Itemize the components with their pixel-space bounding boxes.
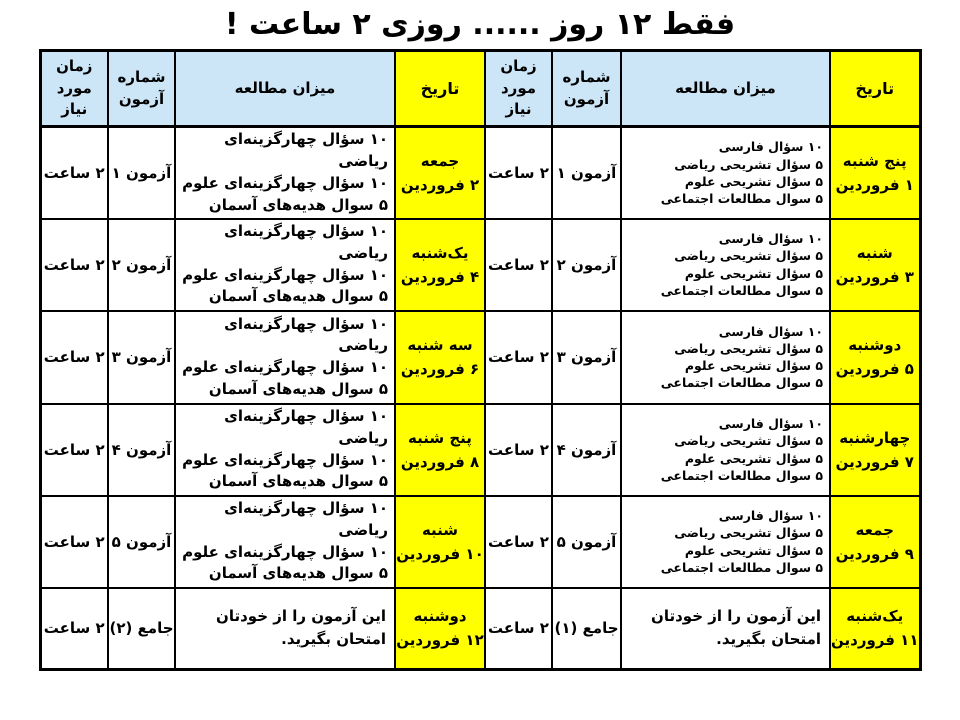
left-time-cell: ۲ ساعت (39, 494, 109, 589)
left-time-cell: ۲ ساعت (39, 125, 109, 220)
day-label: چهارشنبه (839, 428, 911, 447)
left-study-cell: این آزمون را از خودتان امتحان بگیرید. (174, 586, 396, 671)
right-exam-header: شماره آزمون (551, 49, 622, 128)
right-time-cell: ۲ ساعت (484, 217, 553, 312)
right-exam-cell: جامع (۱) (551, 586, 622, 671)
table-row: شنبه ۳ فروردین ۱۰ سؤال فارسی ۵ سؤال تشریح… (39, 217, 921, 312)
right-exam-cell: آزمون ۲ (551, 217, 622, 312)
left-time-header: زمان مورد نیاز (39, 49, 109, 128)
right-time-cell: ۲ ساعت (484, 309, 553, 405)
table-row: دوشنبه ۵ فروردین ۱۰ سؤال فارسی ۵ سؤال تشر… (39, 309, 921, 405)
right-study-header: میزان مطالعه (620, 49, 831, 128)
left-date-cell: یک‌شنبه ۴ فروردین (394, 217, 486, 312)
right-time-cell: ۲ ساعت (484, 125, 553, 220)
left-exam-cell: آزمون ۳ (107, 309, 176, 405)
right-date-cell: یک‌شنبه ۱۱ فروردین (829, 586, 921, 671)
left-study-header: میزان مطالعه (174, 49, 396, 128)
day-label: پنج شنبه (842, 151, 907, 170)
date-label: ۱۲ فروردین (396, 631, 484, 650)
right-date-cell: دوشنبه ۵ فروردین (829, 309, 921, 405)
left-exam-header: شماره آزمون (107, 49, 176, 128)
left-study-cell: ۱۰ سؤال چهارگزینه‌ای ریاضی ۱۰ سؤال چهارگز… (174, 494, 396, 589)
left-exam-cell: آزمون ۵ (107, 494, 176, 589)
table-row: چهارشنبه ۷ فروردین ۱۰ سؤال فارسی ۵ سؤال ت… (39, 402, 921, 497)
date-label: ۱ فروردین (835, 175, 914, 194)
right-time-header: زمان مورد نیاز (484, 49, 553, 128)
date-label: ۳ فروردین (835, 267, 914, 286)
day-label: دوشنبه (413, 607, 467, 626)
table-row: پنج شنبه ۱ فروردین ۱۰ سؤال فارسی ۵ سؤال ت… (39, 125, 921, 220)
date-label: ۸ فروردین (400, 452, 480, 471)
right-time-cell: ۲ ساعت (484, 402, 553, 497)
left-study-cell: ۱۰ سؤال چهارگزینه‌ای ریاضی ۱۰ سؤال چهارگز… (174, 402, 396, 497)
page-title: فقط ۱۲ روز ...... روزی ۲ ساعت ! (224, 7, 736, 42)
right-exam-cell: آزمون ۵ (551, 494, 622, 589)
right-date-cell: چهارشنبه ۷ فروردین (829, 402, 921, 497)
left-time-cell: ۲ ساعت (39, 402, 109, 497)
day-label: پنج شنبه (408, 428, 472, 447)
right-exam-cell: آزمون ۴ (551, 402, 622, 497)
right-date-header: تاریخ (829, 49, 921, 128)
left-exam-cell: آزمون ۴ (107, 402, 176, 497)
left-date-cell: دوشنبه ۱۲ فروردین (394, 586, 486, 671)
date-label: ۲ فروردین (400, 175, 480, 194)
date-label: ۱۱ فروردین (831, 631, 919, 650)
date-label: ۹ فروردین (835, 544, 914, 563)
date-label: ۶ فروردین (400, 360, 480, 378)
date-label: ۱۰ فروردین (396, 544, 484, 563)
right-time-cell: ۲ ساعت (484, 586, 553, 671)
header-row: تاریخ میزان مطالعه شماره آزمون زمان مورد ن… (39, 49, 921, 128)
right-exam-cell: آزمون ۱ (551, 125, 622, 220)
study-schedule-table: تاریخ میزان مطالعه شماره آزمون زمان مورد ن… (38, 49, 922, 671)
left-study-cell: ۱۰ سؤال چهارگزینه‌ای ریاضی ۱۰ سؤال چهارگز… (174, 125, 396, 220)
left-study-cell: ۱۰ سؤال چهارگزینه‌ای ریاضی ۱۰ سؤال چهارگز… (174, 309, 396, 405)
table-row: جمعه ۹ فروردین ۱۰ سؤال فارسی ۵ سؤال تشریح… (39, 494, 921, 589)
right-study-cell: ۱۰ سؤال فارسی ۵ سؤال تشریحی ریاضی ۵ سؤال ت… (620, 125, 831, 220)
day-label: یک‌شنبه (411, 243, 469, 262)
date-label: ۵ فروردین (835, 360, 914, 378)
right-exam-cell: آزمون ۳ (551, 309, 622, 405)
day-label: جمعه (420, 151, 460, 170)
table-row: یک‌شنبه ۱۱ فروردین این آزمون را از خودتا… (39, 586, 921, 671)
right-date-cell: جمعه ۹ فروردین (829, 494, 921, 589)
left-time-cell: ۲ ساعت (39, 309, 109, 405)
day-label: شنبه (856, 243, 893, 262)
left-date-cell: پنج شنبه ۸ فروردین (394, 402, 486, 497)
left-time-cell: ۲ ساعت (39, 586, 109, 671)
date-label: ۴ فروردین (400, 267, 480, 286)
right-study-cell: این آزمون را از خودتان امتحان بگیرید. (620, 586, 831, 671)
right-study-cell: ۱۰ سؤال فارسی ۵ سؤال تشریحی ریاضی ۵ سؤال ت… (620, 402, 831, 497)
left-study-cell: ۱۰ سؤال چهارگزینه‌ای ریاضی ۱۰ سؤال چهارگز… (174, 217, 396, 312)
right-study-cell: ۱۰ سؤال فارسی ۵ سؤال تشریحی ریاضی ۵ سؤال ت… (620, 217, 831, 312)
day-label: شنبه (421, 520, 459, 539)
day-label: دوشنبه (848, 336, 902, 354)
left-exam-cell: جامع (۲) (107, 586, 176, 671)
left-exam-cell: آزمون ۲ (107, 217, 176, 312)
left-date-cell: جمعه ۲ فروردین (394, 125, 486, 220)
right-date-cell: شنبه ۳ فروردین (829, 217, 921, 312)
day-label: یک‌شنبه (846, 607, 904, 626)
left-date-header: تاریخ (394, 49, 486, 128)
right-time-cell: ۲ ساعت (484, 494, 553, 589)
day-label: جمعه (855, 520, 894, 539)
right-study-cell: ۱۰ سؤال فارسی ۵ سؤال تشریحی ریاضی ۵ سؤال ت… (620, 309, 831, 405)
left-date-cell: سه شنبه ۶ فروردین (394, 309, 486, 405)
right-study-cell: ۱۰ سؤال فارسی ۵ سؤال تشریحی ریاضی ۵ سؤال ت… (620, 494, 831, 589)
left-exam-cell: آزمون ۱ (107, 125, 176, 220)
right-date-cell: پنج شنبه ۱ فروردین (829, 125, 921, 220)
date-label: ۷ فروردین (835, 452, 914, 471)
left-time-cell: ۲ ساعت (39, 217, 109, 312)
left-date-cell: شنبه ۱۰ فروردین (394, 494, 486, 589)
day-label: سه شنبه (407, 336, 473, 354)
